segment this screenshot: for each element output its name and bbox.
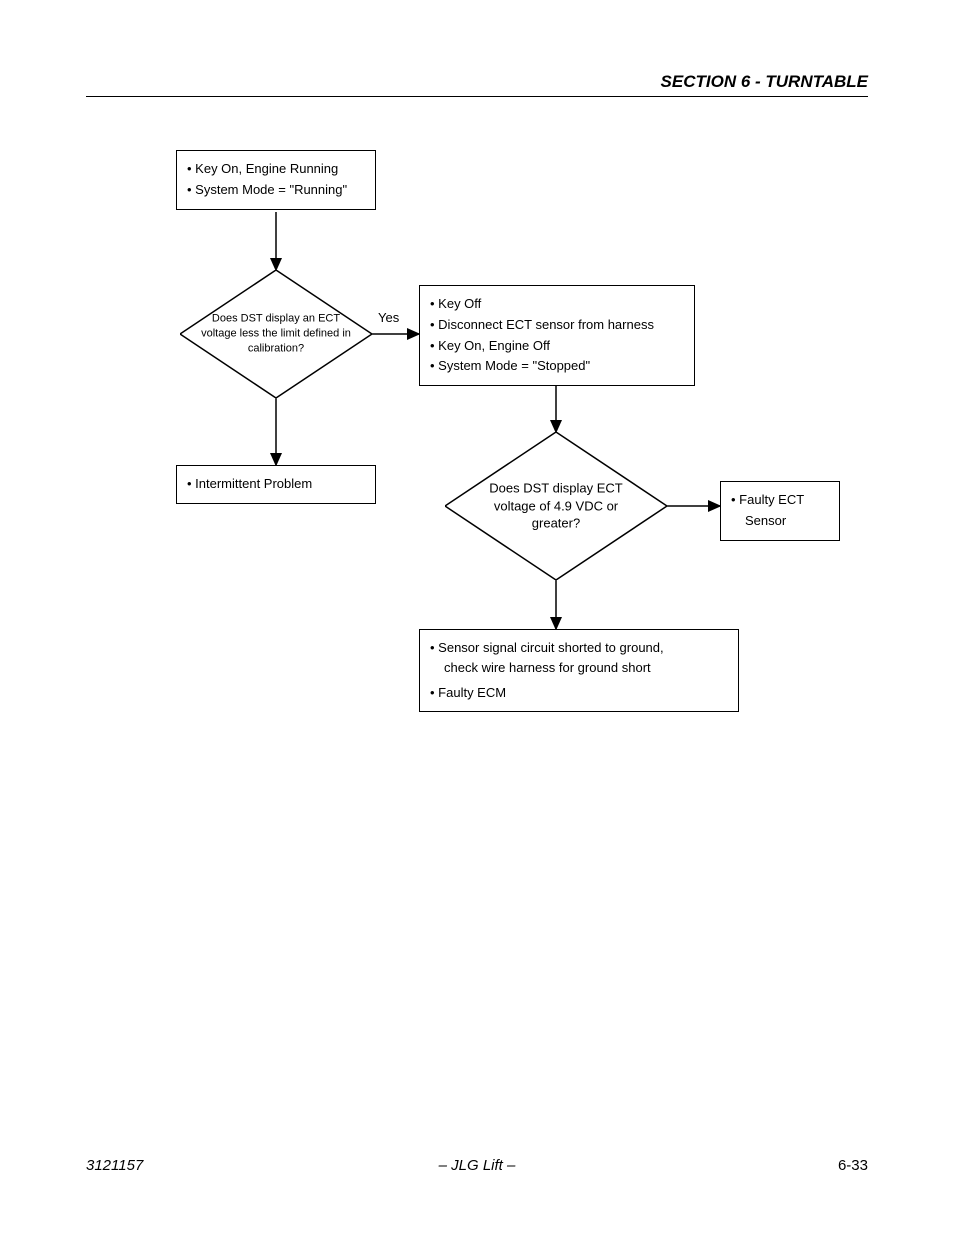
node-final: • Sensor signal circuit shorted to groun… xyxy=(419,629,739,712)
node-intermittent: • Intermittent Problem xyxy=(176,465,376,504)
text-line: • System Mode = "Running" xyxy=(187,180,365,201)
text-line: Sensor xyxy=(731,511,829,532)
footer-document-number: 3121157 xyxy=(86,1157,143,1174)
header-rule xyxy=(86,96,868,97)
node-fault-sensor: • Faulty ECT Sensor xyxy=(720,481,840,541)
node-decision-1: Does DST display an ECT voltage less the… xyxy=(180,270,372,398)
text-line: • Intermittent Problem xyxy=(187,474,365,495)
node-decision-2: Does DST display ECT voltage of 4.9 VDC … xyxy=(445,432,667,580)
text-line: • Key On, Engine Running xyxy=(187,159,365,180)
flowchart-diagram: • Key On, Engine Running • System Mode =… xyxy=(0,150,954,750)
node-yes-actions: • Key Off • Disconnect ECT sensor from h… xyxy=(419,285,695,386)
node-start: • Key On, Engine Running • System Mode =… xyxy=(176,150,376,210)
text-line: • Faulty ECT xyxy=(731,490,829,511)
section-header: SECTION 6 - TURNTABLE xyxy=(661,72,868,92)
text-line: check wire harness for ground short xyxy=(430,658,728,678)
footer-brand: – JLG Lift – xyxy=(439,1157,516,1174)
text-line: • System Mode = "Stopped" xyxy=(430,356,684,377)
text-line: • Faulty ECM xyxy=(430,683,728,703)
text-line: • Key Off xyxy=(430,294,684,315)
text-line: • Disconnect ECT sensor from harness xyxy=(430,315,684,336)
text-line: • Sensor signal circuit shorted to groun… xyxy=(430,638,728,658)
edge-label-yes: Yes xyxy=(378,310,399,325)
footer-page-number: 6-33 xyxy=(838,1157,868,1174)
decision-text: Does DST display an ECT voltage less the… xyxy=(199,312,353,357)
text-line: • Key On, Engine Off xyxy=(430,336,684,357)
decision-text: Does DST display ECT voltage of 4.9 VDC … xyxy=(484,480,628,533)
